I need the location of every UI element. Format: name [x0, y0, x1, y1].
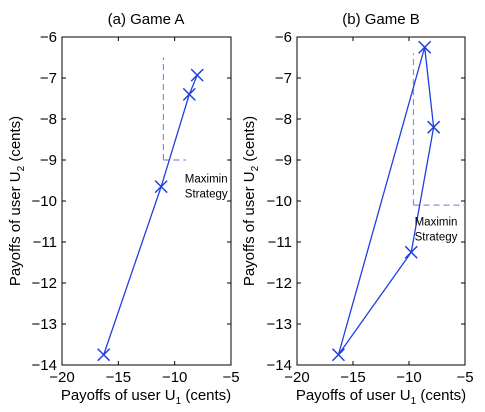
marker-stroke	[154, 180, 168, 194]
y-tick-label: −6	[275, 29, 292, 46]
data-point-marker	[97, 348, 111, 362]
x-tick-label: −5	[222, 369, 239, 386]
data-point-marker	[418, 40, 432, 54]
y-tick-label: −7	[275, 70, 292, 87]
y-tick-label: −6	[40, 29, 57, 46]
y-tick-label: −8	[275, 111, 292, 128]
x-tick-label: −15	[340, 369, 365, 386]
x-tick-label: −20	[49, 369, 74, 386]
y-tick-label: −13	[32, 316, 57, 333]
x-tick-label: −20	[284, 369, 309, 386]
marker-stroke	[427, 120, 441, 134]
y-tick-label: −14	[32, 357, 57, 374]
data-point-marker	[190, 68, 204, 82]
maximin-annotation-line: Maximin	[415, 216, 458, 228]
y-tick-label: −14	[267, 357, 292, 374]
y-axis-label: Payoffs of user U2 (cents)	[241, 116, 261, 286]
data-point-marker	[182, 87, 196, 101]
x-tick-label: −10	[396, 369, 421, 386]
y-tick-label: −9	[40, 152, 57, 169]
marker-stroke	[190, 68, 204, 82]
data-point-marker	[331, 348, 345, 362]
y-tick-label: −10	[267, 193, 292, 210]
maximin-annotation-line: Strategy	[185, 188, 228, 200]
x-axis-label: Payoffs of user U1 (cents)	[61, 387, 231, 407]
x-tick-label: −15	[106, 369, 131, 386]
y-tick-label: −7	[40, 70, 57, 87]
marker-stroke	[331, 348, 345, 362]
marker-stroke	[97, 348, 111, 362]
y-tick-label: −10	[32, 193, 57, 210]
y-tick-label: −9	[275, 152, 292, 169]
series-line	[337, 47, 435, 356]
y-tick-label: −12	[267, 275, 292, 292]
plot-frame	[61, 36, 232, 366]
y-axis-label: Payoffs of user U2 (cents)	[7, 116, 27, 286]
marker-stroke	[404, 245, 418, 259]
y-tick-label: −11	[33, 234, 57, 251]
x-tick-label: −10	[162, 369, 187, 386]
data-point-marker	[427, 120, 441, 134]
chart-title: (a) Game A	[108, 11, 185, 28]
marker-stroke	[418, 40, 432, 54]
y-tick-label: −11	[268, 234, 292, 251]
data-point-marker	[154, 180, 168, 194]
chart-panel-a: (a) Game A −20 −15 −10 −5 −14 −13 −12 −11 −10 −9 −8…	[7, 11, 240, 407]
series-line	[103, 74, 198, 355]
y-tick-label: −13	[267, 316, 292, 333]
x-tick-label: −5	[456, 369, 473, 386]
y-tick-label: −12	[32, 275, 57, 292]
maximin-annotation-line: Maximin	[185, 173, 228, 185]
x-axis-label: Payoffs of user U1 (cents)	[296, 387, 466, 407]
y-tick-label: −8	[40, 111, 57, 128]
chart-panel-b: (b) Game B −20 −15 −10 −5 −14 −13 −12 −11 −10 −9 −8…	[241, 11, 474, 407]
data-point-marker	[404, 245, 418, 259]
marker-stroke	[182, 87, 196, 101]
chart-title: (b) Game B	[342, 11, 420, 28]
maximin-annotation-line: Strategy	[415, 231, 458, 243]
